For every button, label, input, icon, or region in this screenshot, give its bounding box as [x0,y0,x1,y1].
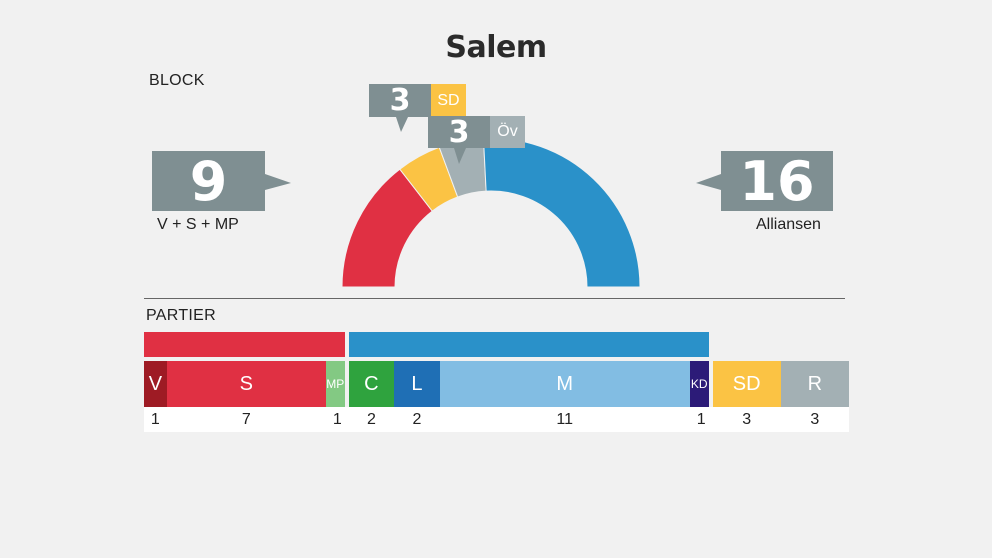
divider [144,298,845,299]
right-block-bar [348,332,709,357]
party-bar-l: L [394,361,440,407]
left-block-name: V + S + MP [157,216,239,233]
sd-block-tag: SD [431,84,466,117]
party-bar-r: R [780,361,849,407]
party-bar-kd: KD [689,361,709,407]
left-block-seats: 9 [152,150,265,213]
block-section-label: BLOCK [149,72,205,89]
party-bar-mp: MP [325,361,345,407]
right-block-name: Alliansen [756,216,821,233]
party-bar-m: M [439,361,690,407]
ov-block-tag: Öv [490,116,525,148]
party-seats-s: 7 [241,410,251,428]
sd-block-seats: 3 [369,83,431,118]
party-seats-mp: 1 [332,410,342,428]
page-title: Salem [445,30,547,65]
party-seats-kd: 1 [696,410,706,428]
party-bar-c: C [348,361,395,407]
arc-segment-3 [482,137,641,288]
ov-callout-pointer [454,148,466,164]
party-bar-sd: SD [712,361,781,407]
seat-count-row: 1 7 1 2 2 11 1 3 3 [144,407,849,432]
left-block-bar [144,332,345,357]
parties-section-label: PARTIER [146,307,216,324]
party-bar-v: V [144,361,167,407]
party-seats-r: 3 [810,410,820,428]
party-seats-l: 2 [412,410,422,428]
sd-callout-pointer [396,117,408,132]
party-seats-sd: 3 [742,410,752,428]
ov-block-seats: 3 [428,115,490,150]
right-callout-pointer [696,174,721,190]
party-seats-v: 1 [150,410,160,428]
party-seats-c: 2 [366,410,376,428]
left-callout-pointer [265,174,291,190]
party-seats-m: 11 [556,410,574,428]
right-block-seats: 16 [721,150,833,213]
party-bar-s: S [166,361,326,407]
